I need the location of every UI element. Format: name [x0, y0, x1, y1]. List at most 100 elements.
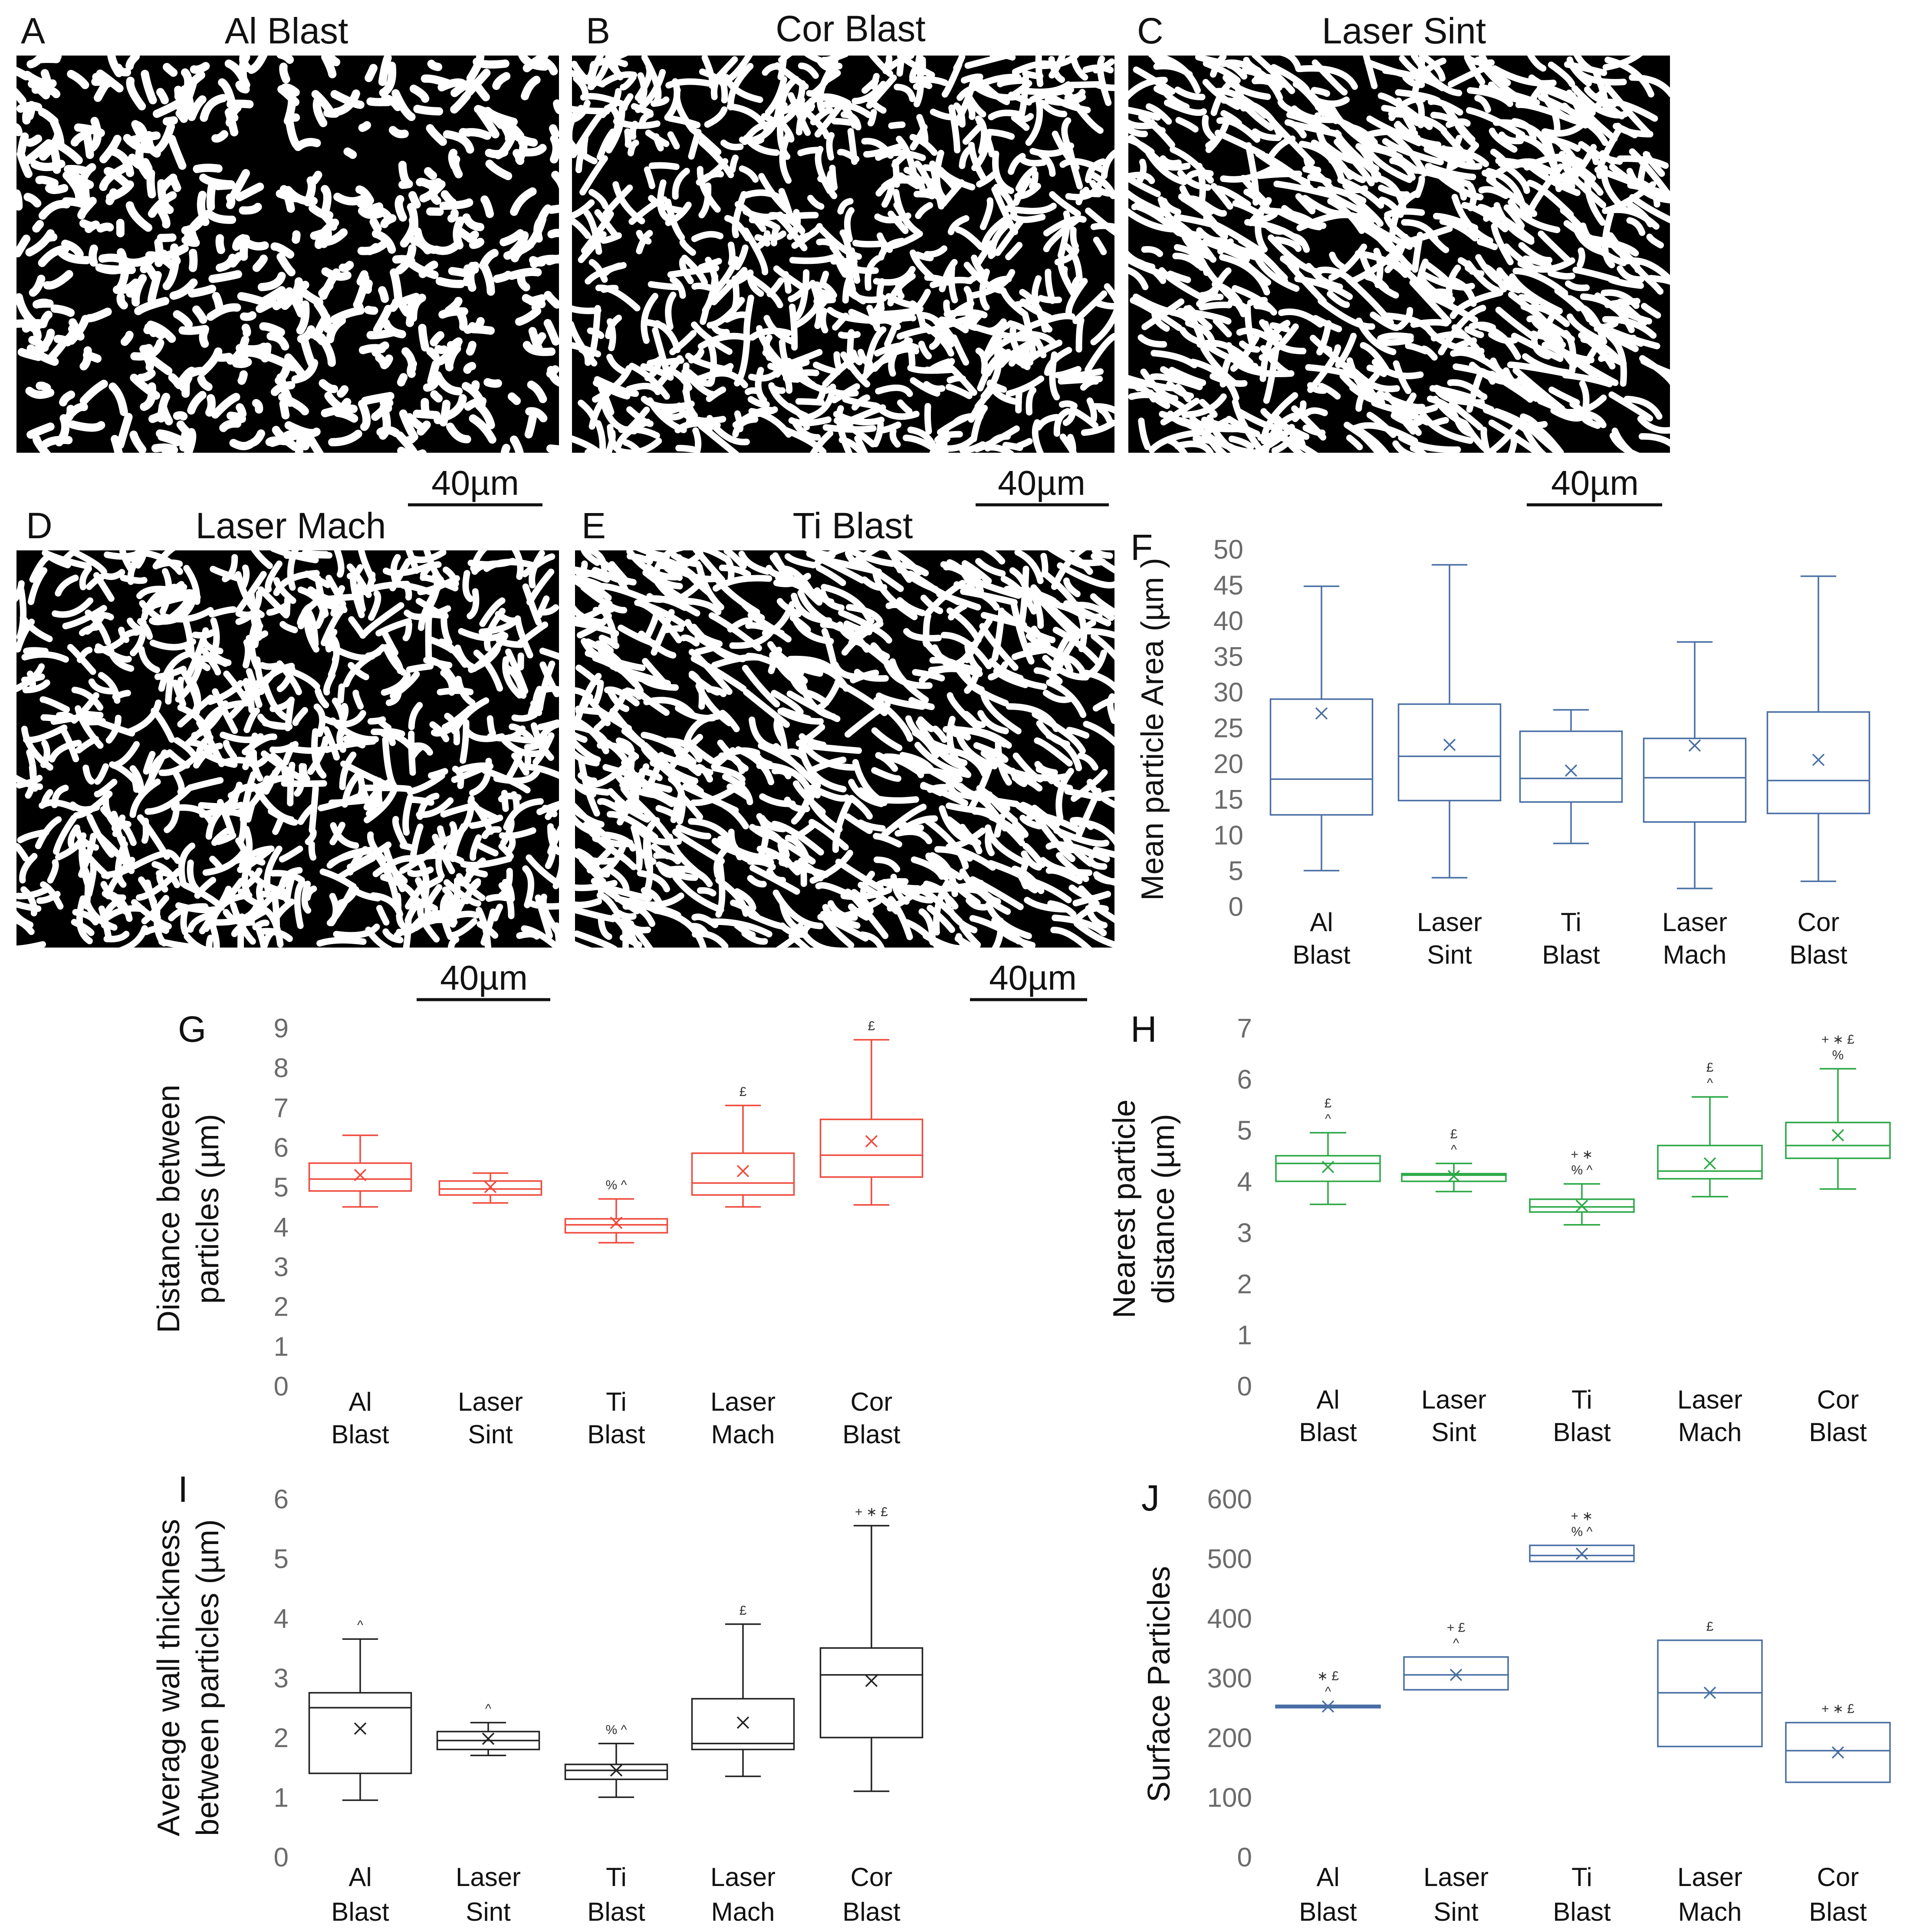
mean-marker [1565, 764, 1578, 777]
scale-bar-label: 40µm [431, 464, 519, 502]
box-4: + ∗ £ Cor Blast [1785, 1702, 1891, 1926]
significance-marker: + £ [1447, 1620, 1466, 1635]
box-4: %+ ∗ £ Cor Blast [1785, 1032, 1891, 1447]
y-tick-label: 4 [274, 1212, 289, 1242]
box-iqr [819, 1119, 924, 1178]
category-label: Blast [331, 1897, 389, 1926]
significance-marker: £ [868, 1019, 875, 1033]
mean-marker [1321, 1700, 1334, 1713]
chart-panel-f: F 0 5 10 15 20 25 30 35 40 45 50 Mean particle Area … [1131, 527, 1870, 969]
mean-marker [1688, 739, 1701, 752]
y-tick-label: 2 [1237, 1269, 1252, 1299]
y-tick-label: 9 [274, 1014, 289, 1043]
box-0: Al Blast [1269, 585, 1374, 969]
y-tick-label: 5 [1229, 856, 1243, 886]
micrograph-image [572, 56, 1114, 453]
micrograph-panel-e: E Ti Blast 40µm [575, 505, 1114, 1001]
significance-marker: + ∗ [1571, 1147, 1593, 1162]
micrograph-title: Laser Mach [196, 505, 386, 546]
mean-marker [1703, 1686, 1716, 1699]
category-label: Sint [468, 1420, 513, 1449]
significance-marker: ∗ £ [1317, 1669, 1339, 1683]
box-3: £ Laser Mach [691, 1085, 795, 1449]
category-label: Al [1316, 1385, 1339, 1414]
mean-marker [1812, 754, 1825, 766]
y-tick-label: 30 [1213, 678, 1243, 708]
y-tick-label: 0 [274, 1372, 289, 1402]
y-tick-label: 40 [1213, 606, 1243, 636]
category-label: Cor [1798, 908, 1840, 937]
category-label: Sint [1431, 1418, 1476, 1447]
box-iqr [564, 1218, 668, 1234]
category-label: Blast [331, 1420, 389, 1449]
box-0: ^ ∗ £ Al Blast [1275, 1669, 1381, 1926]
y-tick-label: 4 [1237, 1167, 1252, 1197]
y-tick-label: 1 [1237, 1320, 1252, 1350]
significance-marker: % ^ [605, 1723, 627, 1737]
category-label: Ti [1571, 1385, 1592, 1414]
panel-letter: C [1137, 10, 1164, 51]
category-label: Blast [1553, 1418, 1611, 1447]
category-label: Laser [1662, 908, 1727, 937]
mean-marker [354, 1168, 367, 1182]
mean-marker [610, 1216, 623, 1229]
category-label: Laser [458, 1387, 523, 1416]
category-label: Ti [606, 1863, 627, 1892]
significance-marker: ^ [1453, 1636, 1459, 1650]
y-tick-label: 0 [1237, 1843, 1252, 1873]
y-tick-label: 0 [1237, 1372, 1252, 1402]
significance-marker: + ∗ [1571, 1509, 1593, 1523]
scale-bar-label: 40µm [440, 958, 528, 997]
significance-marker: £ [1450, 1127, 1458, 1141]
mean-marker [482, 1732, 495, 1745]
y-tick-label: 200 [1207, 1723, 1252, 1753]
mean-marker [736, 1716, 749, 1729]
significance-marker: ^ [485, 1702, 491, 1716]
category-label: Mach [1678, 1897, 1742, 1926]
scale-bar-label: 40µm [998, 464, 1085, 502]
category-label: Blast [1292, 940, 1351, 969]
y-tick-label: 3 [1237, 1218, 1252, 1248]
box-0: ^ Al Blast [308, 1618, 412, 1926]
scale-bar-label: 40µm [989, 958, 1077, 997]
box-1: Laser Sint [438, 1172, 542, 1449]
y-tick-label: 500 [1207, 1544, 1252, 1574]
box-1: ^£ Laser Sint [1401, 1127, 1507, 1447]
mean-marker [610, 1764, 623, 1777]
mean-marker [1321, 1161, 1334, 1173]
y-tick-label: 45 [1213, 570, 1243, 600]
y-tick-label: 8 [274, 1053, 289, 1083]
category-label: Blast [1542, 940, 1600, 969]
y-axis-label: particles (µm) [191, 1114, 225, 1304]
box-iqr [1269, 698, 1374, 816]
significance-marker: £ [740, 1603, 747, 1618]
micrograph-image [1128, 56, 1670, 453]
y-tick-label: 2 [274, 1292, 289, 1322]
chart-panel-j: J 0 100 200 300 400 500 600 Surface Particles ^ ∗ … [1141, 1478, 1891, 1926]
box-iqr [1519, 730, 1623, 803]
box-iqr [308, 1162, 412, 1192]
box-iqr [1657, 1145, 1763, 1180]
y-tick-label: 6 [274, 1484, 289, 1514]
category-label: Cor [851, 1863, 893, 1892]
category-label: Sint [466, 1897, 511, 1926]
mean-marker [736, 1165, 749, 1178]
box-iqr [308, 1692, 412, 1774]
panel-letter: F [1131, 527, 1153, 568]
box-3: £ Laser Mach [1657, 1619, 1763, 1926]
y-tick-label: 5 [274, 1544, 289, 1574]
significance-marker: ^ [1451, 1142, 1457, 1157]
category-label: Mach [1663, 940, 1727, 969]
micrograph-title: Ti Blast [793, 505, 913, 546]
y-tick-label: 10 [1213, 820, 1243, 850]
mean-marker [865, 1675, 878, 1687]
significance-marker: ^ [1325, 1112, 1331, 1126]
chart-panel-i: I 0 1 2 3 4 5 6 Average wall thickness between pa… [151, 1469, 924, 1926]
y-tick-label: 1 [274, 1332, 289, 1362]
box-iqr [564, 1764, 668, 1780]
micrograph-title: Laser Sint [1322, 10, 1486, 51]
micrograph-texture [572, 56, 1114, 453]
micrograph-title: Cor Blast [776, 8, 925, 49]
y-tick-label: 25 [1213, 714, 1243, 744]
mean-marker [354, 1722, 367, 1735]
